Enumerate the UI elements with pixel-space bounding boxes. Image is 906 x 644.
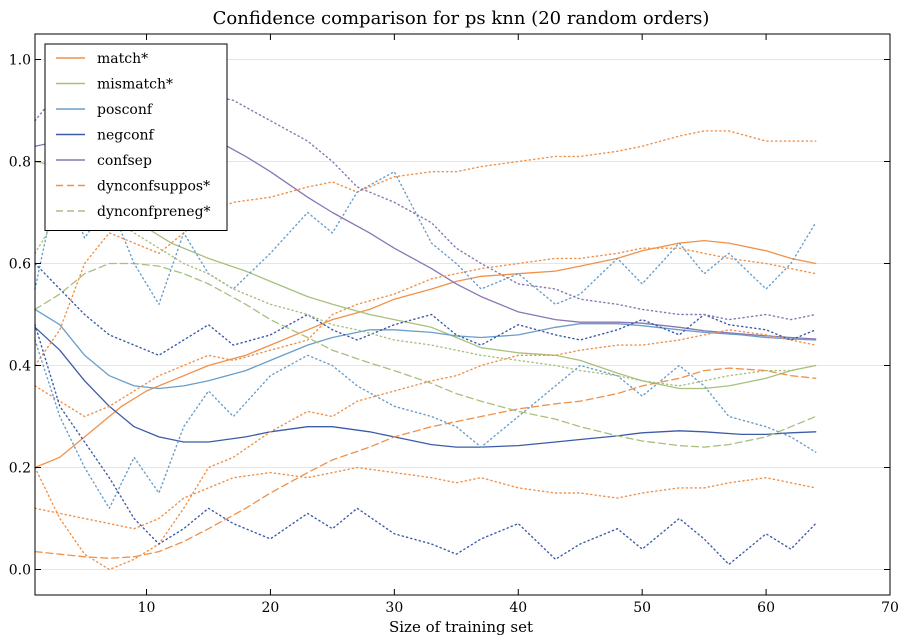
legend-box — [44, 43, 228, 231]
series-line-dynconfsuppos — [34, 367, 817, 559]
chart-title: Confidence comparison for ps knn (20 ran… — [213, 8, 710, 29]
legend-label: mismatch* — [97, 77, 173, 93]
series-line-dynconfpreneg — [34, 262, 817, 448]
y-tick-label: 1.0 — [9, 53, 31, 69]
series-line-run-8 — [34, 329, 817, 571]
series-line-mismatch — [34, 160, 817, 390]
series-line-posconf — [34, 308, 817, 390]
x-axis-ticks: 10 20 30 40 50 60 70 — [138, 34, 899, 616]
x-axis-label: Size of training set — [389, 618, 533, 636]
legend: match* mismatch* posconf negconf confsep dync… — [44, 43, 228, 231]
series-line-run-7 — [34, 130, 817, 367]
y-tick-label: 0.8 — [9, 155, 31, 171]
series-line-run-11 — [34, 171, 817, 305]
legend-label: confsep — [97, 153, 152, 169]
legend-label: match* — [97, 51, 148, 67]
x-tick-label: 50 — [633, 600, 651, 616]
plot-frame — [34, 33, 891, 596]
legend-label: dynconfsuppos* — [97, 179, 210, 195]
legend-label: negconf — [97, 128, 156, 144]
y-tick-label: 0.2 — [9, 461, 31, 477]
series-line-run-9 — [34, 247, 817, 418]
x-tick-label: 20 — [262, 600, 280, 616]
x-tick-label: 70 — [881, 600, 899, 616]
series-line-negconf — [34, 326, 817, 448]
legend-label: posconf — [97, 102, 154, 118]
series-line-run-12 — [34, 339, 817, 509]
x-tick-label: 30 — [385, 600, 403, 616]
y-axis-ticks: 0.0 0.2 0.4 0.6 0.8 1.0 — [9, 53, 890, 579]
x-tick-label: 40 — [509, 600, 527, 616]
legend-label: dynconfpreneg* — [97, 204, 211, 220]
y-tick-label: 0.0 — [9, 563, 31, 579]
series-line-run-14 — [34, 262, 817, 356]
series-line-run-16 — [34, 191, 817, 387]
y-tick-label: 0.6 — [9, 257, 31, 273]
x-tick-label: 60 — [757, 600, 775, 616]
y-tick-label: 0.4 — [9, 359, 31, 375]
x-tick-label: 10 — [138, 600, 156, 616]
series-line-run-13 — [34, 324, 817, 566]
series-line-run-10 — [34, 466, 817, 530]
